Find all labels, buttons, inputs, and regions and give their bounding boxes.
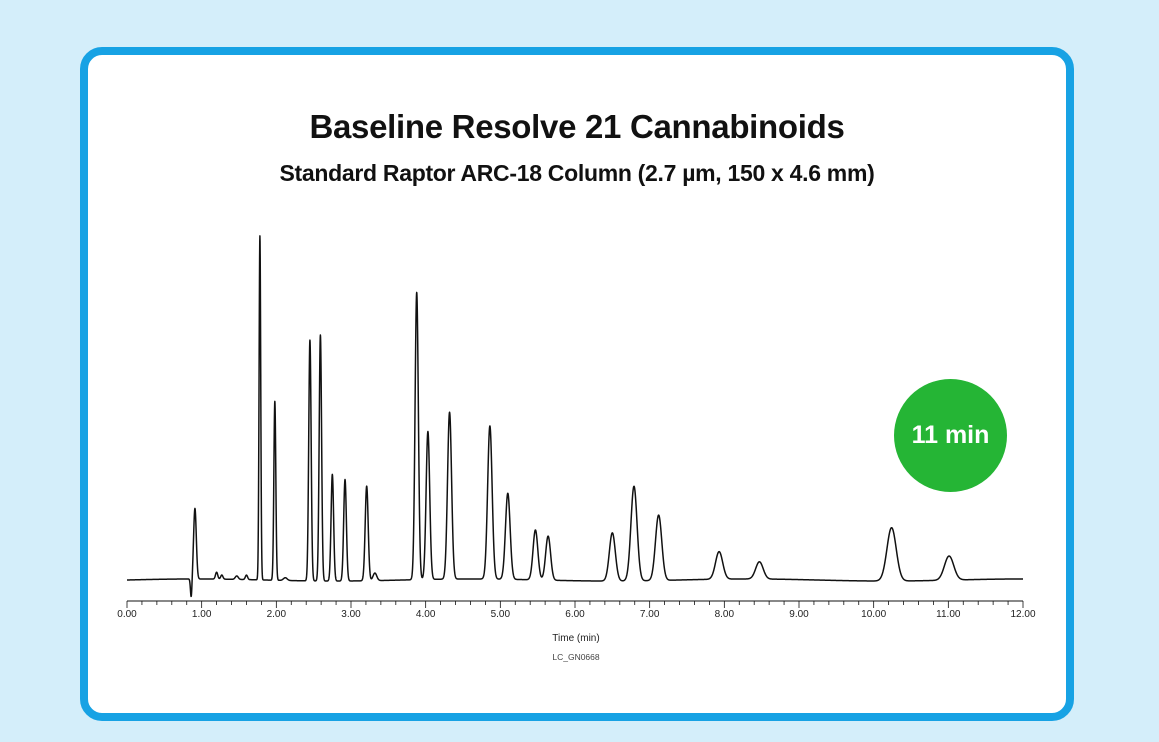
axis-labels: 0.00 1.00 2.00 3.00 4.00 5.00 6.00 7.00 8.00 9.00… [117, 609, 1036, 662]
runtime-badge: 11 min [894, 379, 1007, 492]
x-tick-label: 1.00 [192, 609, 212, 620]
chart-subtitle: Standard Raptor ARC-18 Column (2.7 µm, 1… [279, 160, 875, 186]
x-tick-label: 7.00 [640, 609, 660, 620]
chart-title: Baseline Resolve 21 Cannabinoids [309, 108, 845, 145]
x-tick-label: 6.00 [565, 609, 585, 620]
x-tick-label: 4.00 [416, 609, 436, 620]
x-tick-label: 9.00 [789, 609, 809, 620]
chromatogram-trace [126, 235, 1024, 598]
x-tick-label: 8.00 [715, 609, 735, 620]
x-tick-label: 0.00 [117, 609, 137, 620]
chart-card: Baseline Resolve 21 Cannabinoids Standar… [80, 47, 1074, 721]
trace-group [126, 235, 1024, 598]
x-tick-label: 11.00 [936, 609, 961, 620]
x-tick-label: 2.00 [267, 609, 287, 620]
x-tick-label: 3.00 [341, 609, 361, 620]
runtime-badge-label: 11 min [911, 421, 990, 449]
x-tick-label: 10.00 [861, 609, 886, 620]
method-code: LC_GN0668 [552, 652, 600, 662]
x-axis [126, 600, 1024, 608]
x-axis-title: Time (min) [552, 633, 599, 644]
x-tick-label: 5.00 [491, 609, 511, 620]
x-tick-label: 12.00 [1010, 609, 1035, 620]
